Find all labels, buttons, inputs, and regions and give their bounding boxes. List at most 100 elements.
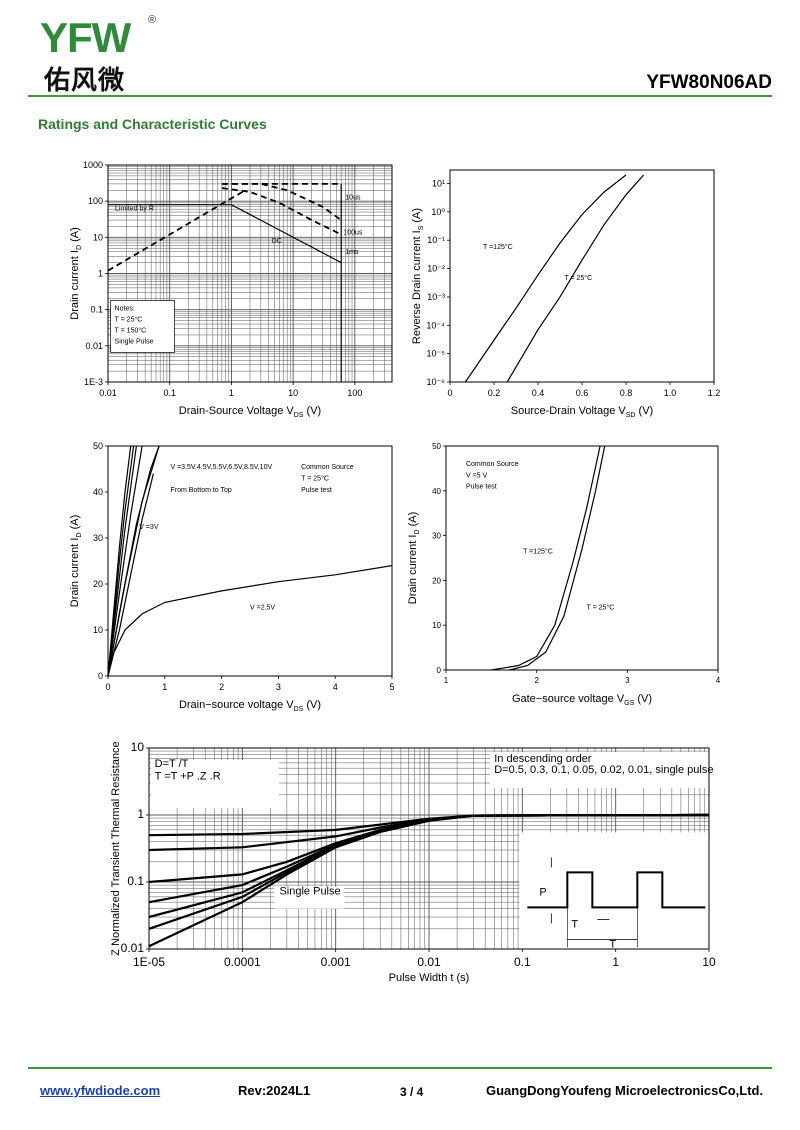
x-tick-label: 3 xyxy=(276,682,281,692)
registered-mark: ® xyxy=(148,14,157,26)
annotation-soa-1: 10us xyxy=(345,195,361,202)
series-thermal-2 xyxy=(148,813,710,884)
plot-frame-soa xyxy=(107,164,393,383)
plot-frame-output xyxy=(107,445,393,677)
y-tick-label: 20 xyxy=(93,579,103,589)
x-tick-label: 10 xyxy=(288,388,298,398)
annotation-soa-2: 100us xyxy=(343,229,363,236)
page-number: 3 / 4 xyxy=(400,1085,424,1099)
series-output-7 xyxy=(107,565,393,677)
annotation-transfer-3: T =125°C xyxy=(523,548,553,556)
x-tick-label: 4 xyxy=(716,676,721,685)
annotation-soa-3: 1ms xyxy=(345,249,359,256)
y-tick-label: 10 xyxy=(131,740,145,754)
series-output-2 xyxy=(107,445,137,677)
y-tick-label: 30 xyxy=(432,532,441,541)
company-name: GuangDongYoufeng MicroelectronicsCo,Ltd. xyxy=(486,1083,764,1098)
y-tick-label: 0 xyxy=(437,666,442,675)
note-line: Notes: xyxy=(115,305,135,312)
x-tick-label: 0.8 xyxy=(620,388,633,398)
annotation-transfer-4: T = 25°C xyxy=(587,604,615,612)
y-tick-label: 40 xyxy=(432,487,441,496)
y-tick-label: 20 xyxy=(432,576,441,585)
section-title: Ratings and Characteristic Curves xyxy=(38,116,267,132)
y-tick-label: 0 xyxy=(98,671,103,681)
pulse-waveform xyxy=(527,871,706,909)
website-link[interactable]: www.yfwdiode.com xyxy=(40,1083,161,1098)
x-tick-label: 2 xyxy=(219,682,224,692)
annotation-soa-4: DC xyxy=(272,238,282,245)
series-thermal-0 xyxy=(148,813,710,837)
note-line: T = 150°C xyxy=(115,326,147,334)
x-tick-label: 0.0001 xyxy=(224,955,261,969)
y-axis-label-thermal: Z Normalized Transient Thermal Resistanc… xyxy=(110,741,122,955)
x-tick-label: 1.2 xyxy=(708,388,721,398)
annotation-output-4: Common Source xyxy=(301,464,354,471)
series-output-0 xyxy=(107,445,132,677)
y-tick-label: 10 xyxy=(93,625,103,635)
y-tick-label: 10 xyxy=(432,621,441,630)
series-output-6 xyxy=(107,473,154,677)
series-transfer-1 xyxy=(509,445,606,671)
note-line: Single Pulse xyxy=(115,338,154,345)
annotation-thermal-0: D=T /T xyxy=(155,758,189,770)
y-tick-label: 1 xyxy=(137,807,144,821)
x-tick-label: 4 xyxy=(333,682,338,692)
x-tick-label: 1 xyxy=(612,955,619,969)
y-axis-label-soa: Drain current ID (A) xyxy=(69,227,83,320)
x-axis-label-output: Drain−source voltage VDS (V) xyxy=(179,699,321,713)
series-output-3 xyxy=(107,445,143,677)
annotation-output-0: V =3.5V,4.5V,5.5V,6.5V,8.5V,10V xyxy=(170,464,272,471)
y-tick-label: 30 xyxy=(93,533,103,543)
x-tick-label: 100 xyxy=(347,388,362,398)
annotation-output-6: Pulse test xyxy=(301,487,332,494)
x-tick-label: 0.1 xyxy=(514,955,531,969)
annotation-output-1: From Bottom to Top xyxy=(170,487,231,494)
y-tick-label: 10⁻² xyxy=(427,264,445,274)
header-divider xyxy=(28,95,772,97)
notes-box xyxy=(110,300,175,353)
x-tick-label: 0.4 xyxy=(532,388,545,398)
order-box xyxy=(489,752,710,788)
ton-label: T xyxy=(571,918,578,930)
y-axis-label-diode: Reverse Drain current IS (A) xyxy=(411,208,425,344)
y-axis-label-transfer: Drain current ID (A) xyxy=(407,512,421,605)
x-tick-label: 0.001 xyxy=(321,955,351,969)
series-thermal-6 xyxy=(148,813,710,948)
annotation-thermal-3: D=0.5, 0.3, 0.1, 0.05, 0.02, 0.01, singl… xyxy=(494,764,713,776)
series-output-1 xyxy=(107,445,135,677)
single-pulse-box xyxy=(274,886,345,909)
series-transfer-0 xyxy=(491,445,601,671)
note-line: T = 25°C xyxy=(115,315,143,323)
y-tick-label: 1000 xyxy=(83,160,103,170)
x-tick-label: 0 xyxy=(105,682,110,692)
series-soa-0 xyxy=(107,190,245,272)
annotation-thermal-1: T =T +P .Z .R xyxy=(155,770,221,782)
x-tick-label: 1 xyxy=(229,388,234,398)
annotation-transfer-2: Pulse test xyxy=(466,484,497,491)
plot-frame-thermal xyxy=(148,747,710,950)
annotation-output-5: T = 25°C xyxy=(301,475,329,483)
y-tick-label: 0.01 xyxy=(121,941,145,955)
y-tick-label: 1E-3 xyxy=(84,377,103,387)
y-tick-label: 10⁻¹ xyxy=(427,235,445,245)
y-tick-label: 40 xyxy=(93,487,103,497)
x-axis-label-diode: Source-Drain Voltage VSD (V) xyxy=(511,405,653,419)
y-tick-label: 100 xyxy=(88,196,103,206)
series-diode-1 xyxy=(506,174,645,383)
y-tick-label: 0.01 xyxy=(85,341,103,351)
y-tick-label: 50 xyxy=(93,441,103,451)
plot-frame-diode xyxy=(449,169,715,383)
period-label: T xyxy=(609,938,616,950)
series-thermal-4 xyxy=(148,813,710,919)
part-number: YFW80N06AD xyxy=(646,72,772,93)
y-tick-label: 10⁻⁵ xyxy=(427,349,446,359)
x-tick-label: 0.01 xyxy=(417,955,441,969)
x-tick-label: 1E-05 xyxy=(133,955,165,969)
formula-box xyxy=(151,760,279,808)
x-tick-label: 0.2 xyxy=(488,388,501,398)
company-logo: YFW ® 佑风微 xyxy=(40,14,160,96)
series-soa-3 xyxy=(221,187,342,236)
x-tick-label: 5 xyxy=(389,682,394,692)
x-tick-label: 0.6 xyxy=(576,388,589,398)
